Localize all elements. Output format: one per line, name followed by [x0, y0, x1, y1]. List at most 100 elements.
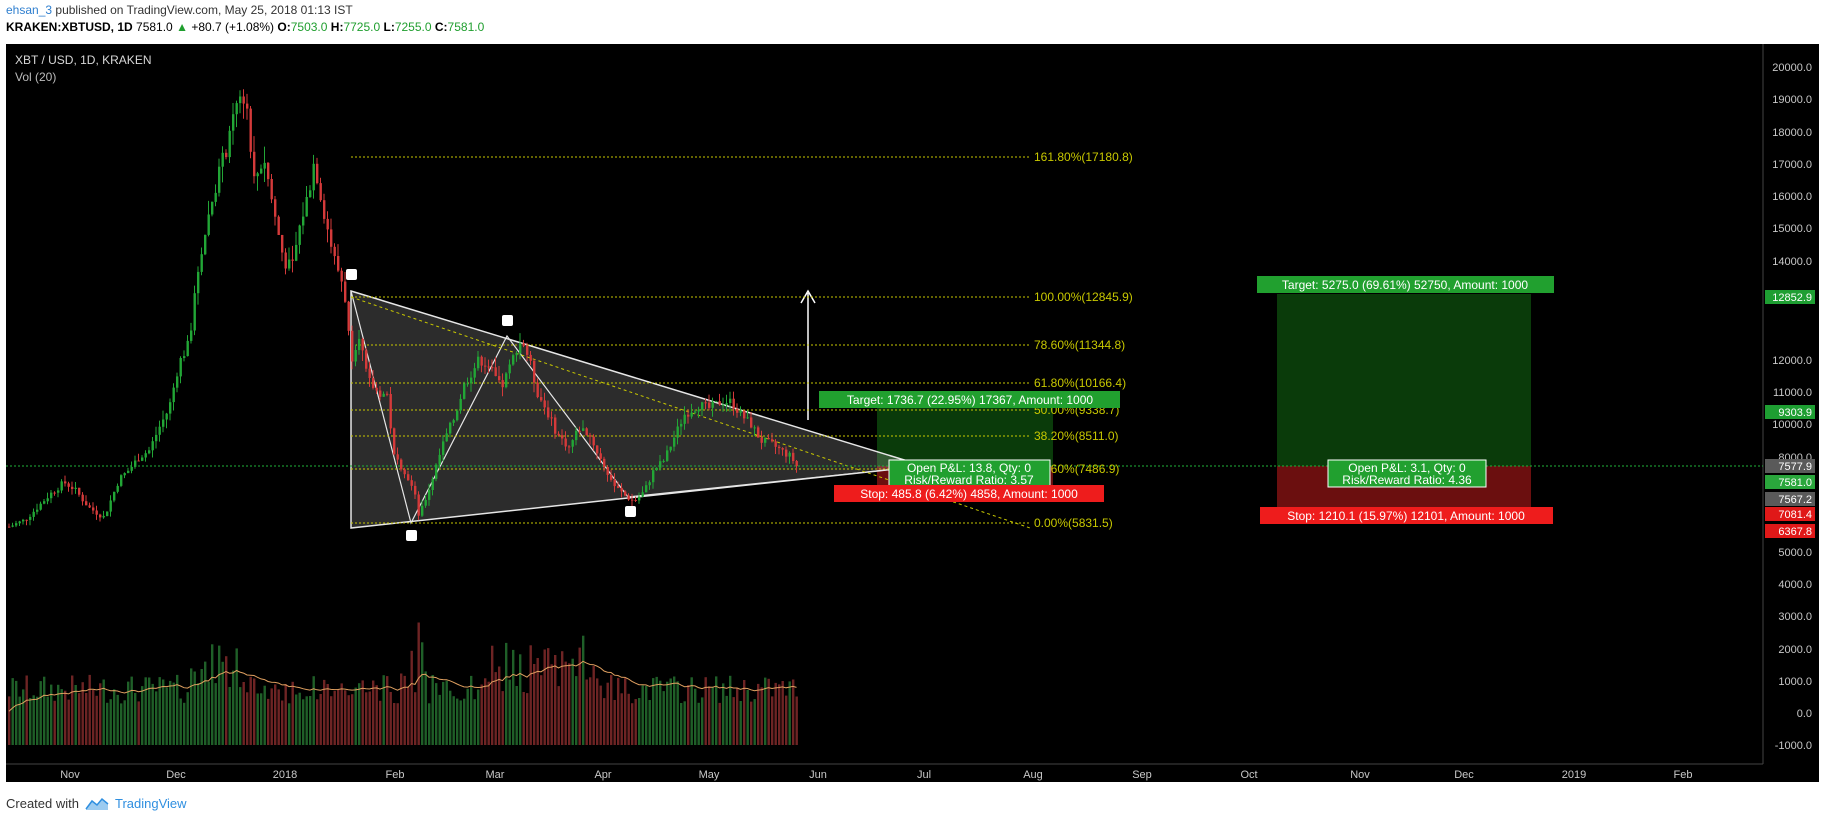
price-chart[interactable]: XBT / USD, 1D, KRAKEN Vol (20) 161.80%(1… [0, 0, 1824, 790]
volume-bar [540, 675, 543, 745]
volume-bar [585, 679, 588, 745]
candle-body [701, 402, 704, 410]
volume-bar [106, 702, 109, 745]
candle-body [81, 494, 84, 502]
volume-bar [197, 683, 200, 745]
candle-body [463, 383, 466, 399]
volume-bar [358, 683, 361, 745]
volume-bar [673, 676, 676, 745]
volume-bar [508, 679, 511, 745]
candle-body [536, 382, 539, 398]
candle-body [746, 417, 749, 419]
candle-body [795, 461, 798, 467]
candle-body [281, 235, 284, 253]
volume-bar [186, 692, 189, 745]
volume-bar [316, 699, 319, 745]
volume-bar [501, 691, 504, 745]
rr-label-2: Risk/Reward Ratio: 4.36 [1342, 473, 1472, 487]
anchor-handle[interactable] [502, 315, 513, 326]
volume-bar [564, 661, 567, 745]
volume-bar [22, 689, 25, 745]
volume-bar [284, 684, 287, 745]
volume-bar [701, 697, 704, 745]
volume-bar [256, 693, 259, 745]
candle-body [774, 441, 777, 447]
volume-bar [648, 700, 651, 745]
volume-bar [610, 674, 613, 745]
pnl-label-2: Open P&L: 3.1, Qty: 0 [1348, 461, 1466, 475]
volume-bar [218, 645, 221, 745]
target-zone-2 [1277, 294, 1531, 466]
candle-body [722, 404, 725, 406]
volume-bar [778, 684, 781, 745]
candle-body [652, 470, 655, 483]
x-axis-tick-label: 2018 [273, 769, 297, 781]
x-axis-tick-label: Nov [60, 769, 80, 781]
volume-ma-line [8, 660, 797, 712]
anchor-handle[interactable] [346, 269, 357, 280]
candle-body [403, 469, 406, 475]
candle-body [690, 412, 693, 417]
candle-body [389, 394, 392, 429]
tradingview-logo-icon[interactable] [85, 797, 109, 811]
volume-bar [274, 684, 277, 745]
volume-bar [330, 696, 333, 745]
y-axis-tick-label: 4000.0 [1778, 579, 1812, 591]
candle-body [540, 397, 543, 401]
volume-bar [487, 681, 490, 745]
candle-body [659, 461, 662, 468]
y-axis-tick-label: 20000.0 [1772, 62, 1812, 74]
volume-bar [36, 696, 39, 745]
volume-bar [599, 685, 602, 745]
volume-bar [134, 693, 137, 745]
volume-bar [337, 689, 340, 745]
volume-bar [221, 661, 224, 745]
candle-body [120, 475, 123, 486]
candle-body [505, 373, 508, 388]
candle-body [442, 441, 445, 455]
volume-bar [547, 648, 550, 745]
volume-bar [645, 685, 648, 745]
y-axis-tick-label: 10000.0 [1772, 419, 1812, 431]
candle-body [610, 474, 613, 480]
candle-body [235, 103, 238, 115]
volume-bar [561, 651, 564, 745]
volume-bar [249, 676, 252, 745]
volume-bar [214, 683, 217, 745]
price-change: +80.7 (+1.08%) [191, 20, 275, 34]
volume-bar [407, 686, 410, 745]
volume-bar [659, 680, 662, 745]
x-axis-tick-label: Apr [594, 769, 611, 781]
anchor-handle[interactable] [406, 530, 417, 541]
candle-body [592, 436, 595, 446]
candle-body [582, 428, 585, 431]
x-axis-tick-label: Sep [1132, 769, 1152, 781]
x-axis-tick-label: 2019 [1562, 769, 1586, 781]
anchor-handle[interactable] [625, 506, 636, 517]
candle-body [312, 163, 315, 191]
candle-body [410, 480, 413, 486]
candle-body [137, 460, 140, 462]
candle-body [421, 505, 424, 516]
volume-bar [676, 681, 679, 745]
volume-bar [270, 688, 273, 745]
candle-body [347, 301, 350, 331]
target-zone-1 [877, 408, 1053, 466]
volume-bar [519, 654, 522, 745]
candle-body [393, 428, 396, 455]
y-axis-tick-label: 16000.0 [1772, 191, 1812, 203]
tradingview-brand-link[interactable]: TradingView [114, 796, 187, 811]
candle-body [519, 343, 522, 354]
candle-body [603, 458, 606, 467]
y-axis-tick-label: 2000.0 [1778, 644, 1812, 656]
candle-body [669, 446, 672, 451]
pnl-box-1-bg [888, 459, 1051, 488]
up-arrow-icon: ▲ [176, 20, 188, 34]
candle-body [298, 225, 301, 245]
author-link[interactable]: ehsan_3 [6, 3, 53, 17]
volume-bar [18, 696, 21, 745]
stop-label-1: Stop: 485.8 (6.42%) 4858, Amount: 1000 [860, 487, 1078, 501]
candle-body [739, 410, 742, 413]
candle-body [351, 330, 354, 362]
volume-bar [596, 678, 599, 745]
